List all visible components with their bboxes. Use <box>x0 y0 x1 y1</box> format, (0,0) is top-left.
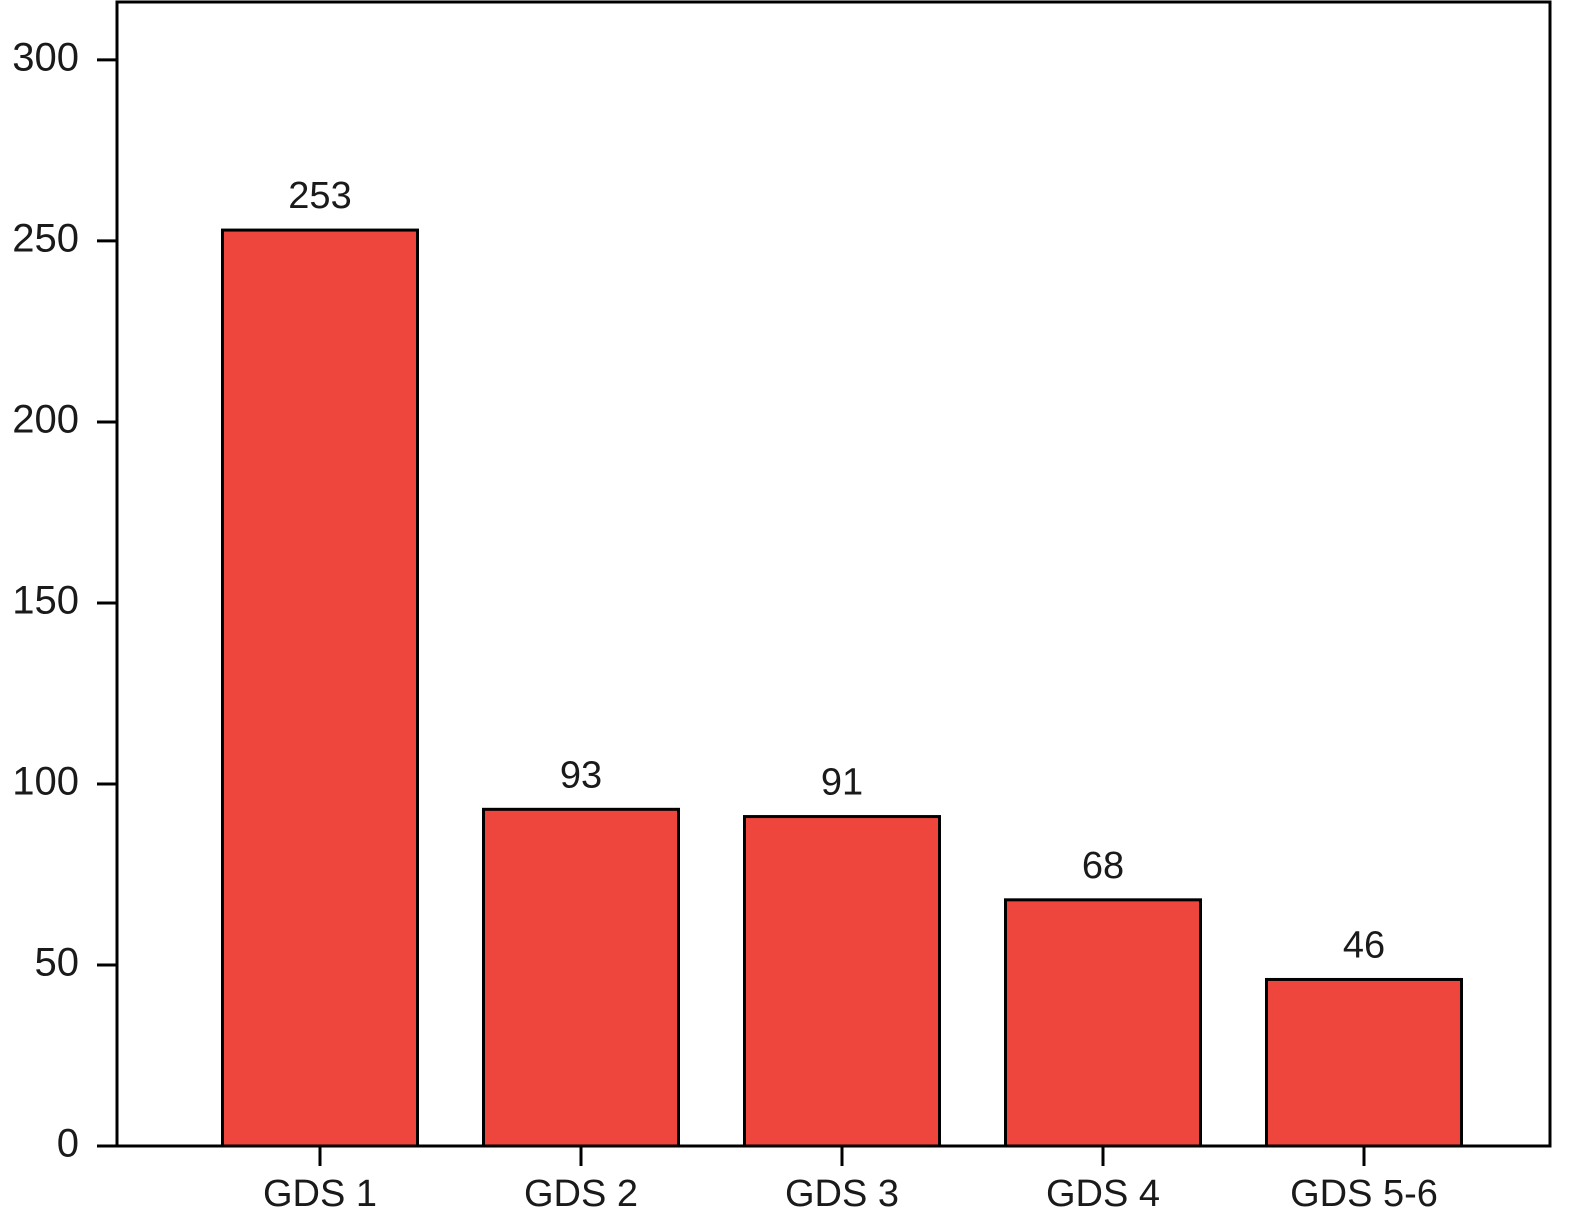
x-tick-label: GDS 4 <box>1046 1173 1160 1215</box>
y-tick-label: 250 <box>12 216 79 260</box>
bar <box>482 807 680 1148</box>
y-tick-label: 200 <box>12 398 79 442</box>
value-label: 91 <box>821 762 863 804</box>
x-tick-label: GDS 2 <box>524 1173 638 1215</box>
y-tick-label: 100 <box>12 760 79 804</box>
y-tick-label: 300 <box>12 35 79 79</box>
x-tick-label: GDS 5-6 <box>1290 1173 1438 1215</box>
value-label: 253 <box>288 175 351 217</box>
y-tick-label: 150 <box>12 579 79 623</box>
value-label: 93 <box>560 754 602 796</box>
value-label: 46 <box>1343 924 1385 966</box>
x-tick-label: GDS 1 <box>263 1173 377 1215</box>
x-tick-label: GDS 3 <box>785 1173 899 1215</box>
bar <box>1265 977 1463 1148</box>
bar <box>1004 898 1202 1148</box>
value-label: 68 <box>1082 845 1124 887</box>
y-tick-label: 0 <box>57 1122 79 1166</box>
y-tick-label: 50 <box>35 941 80 985</box>
bar <box>743 815 941 1148</box>
bar <box>221 228 419 1148</box>
